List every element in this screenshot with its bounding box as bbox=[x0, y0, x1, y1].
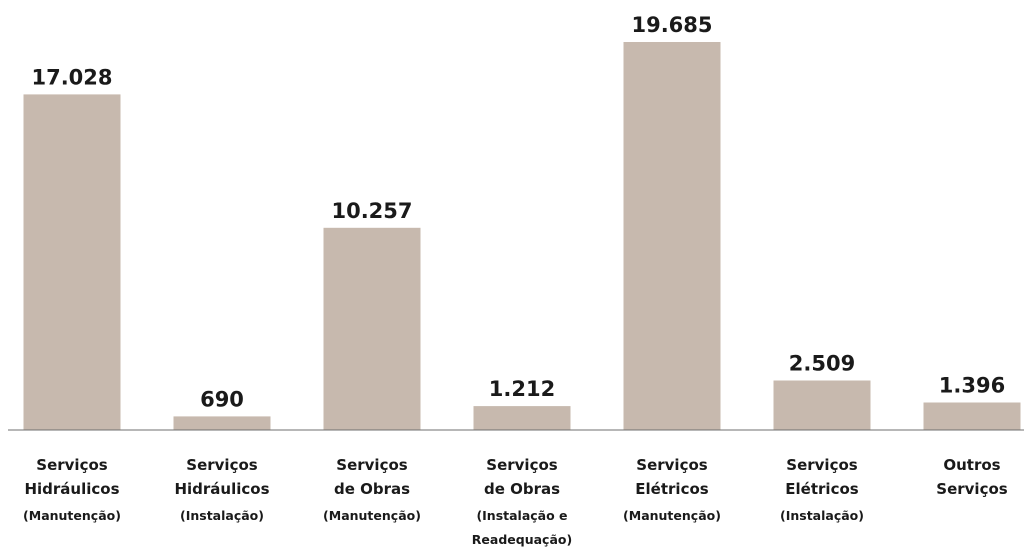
bar-value-label: 10.257 bbox=[331, 199, 412, 223]
category-label-line: Elétricos bbox=[635, 480, 708, 498]
category-label-line: (Manutenção) bbox=[323, 508, 421, 523]
bar-value-label: 690 bbox=[200, 387, 244, 411]
category-label-line: Serviços bbox=[336, 456, 407, 474]
category-label-line: Serviços bbox=[186, 456, 257, 474]
bar-value-label: 19.685 bbox=[631, 13, 712, 37]
category-label-line: de Obras bbox=[334, 480, 410, 498]
bar-6 bbox=[773, 380, 871, 430]
category-label-line: Hidráulicos bbox=[24, 480, 119, 498]
bar-value-label: 1.396 bbox=[939, 374, 1005, 398]
category-label-line: (Manutenção) bbox=[23, 508, 121, 523]
category-label-line: Hidráulicos bbox=[174, 480, 269, 498]
bar-1 bbox=[23, 94, 121, 431]
bar-value-label: 17.028 bbox=[31, 65, 112, 89]
bar-2 bbox=[173, 416, 271, 430]
bar-5 bbox=[623, 42, 721, 430]
bar-value-label: 1.212 bbox=[489, 377, 555, 401]
category-label-line: Serviços bbox=[936, 480, 1007, 498]
category-label-line: Elétricos bbox=[785, 480, 858, 498]
category-label-line: Serviços bbox=[486, 456, 557, 474]
category-label-line: Outros bbox=[943, 456, 1000, 474]
category-label-line: Serviços bbox=[36, 456, 107, 474]
bar-7 bbox=[923, 402, 1021, 430]
category-label-line: (Instalação) bbox=[180, 508, 264, 523]
category-label-line: de Obras bbox=[484, 480, 560, 498]
category-label-line: Serviços bbox=[636, 456, 707, 474]
bar-3 bbox=[323, 227, 421, 430]
category-label-line: Serviços bbox=[786, 456, 857, 474]
category-label-line: (Instalação) bbox=[780, 508, 864, 523]
category-label-line: (Manutenção) bbox=[623, 508, 721, 523]
bar-value-label: 2.509 bbox=[789, 352, 855, 376]
bar-4 bbox=[473, 406, 571, 430]
category-label-line: Readequação) bbox=[472, 532, 572, 547]
category-label-line: (Instalação e bbox=[476, 508, 567, 523]
